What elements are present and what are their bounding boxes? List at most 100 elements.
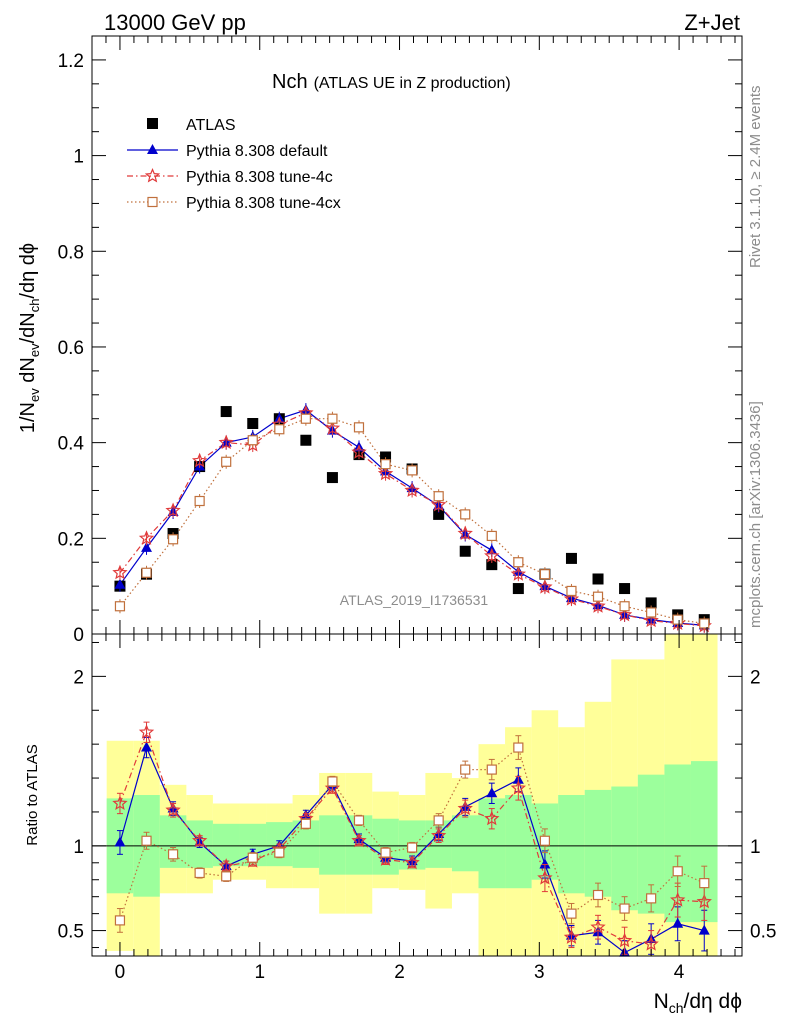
plot-title: Nch (ATLAS UE in Z production)	[272, 71, 511, 93]
rivet-label: Rivet 3.1.10, ≥ 2.4M events	[747, 86, 764, 269]
ylabel-p1: 1/N	[17, 402, 39, 433]
main-point-tune4cx	[353, 422, 365, 433]
ylabel-s2: ev	[27, 343, 42, 357]
main-point-tune4cx	[460, 509, 471, 520]
ratio-point-tune4cx	[167, 849, 179, 860]
main-point-tune4c	[590, 598, 606, 613]
ylabel-p3: /dN	[17, 312, 39, 343]
ratio-point-tune4c	[643, 936, 659, 951]
ratio-point-tune4c	[165, 802, 181, 817]
main-point-tune4c	[510, 566, 527, 581]
main-point-tune4cx	[539, 569, 551, 580]
band-green-bin	[319, 815, 346, 875]
xlabel-tail: /dη dϕ	[684, 990, 742, 1013]
main-point-tune4c	[191, 452, 208, 468]
ratio-point-tune4cx	[672, 866, 683, 877]
ratio-frame	[91, 633, 743, 957]
main-point-tune4c	[430, 496, 447, 512]
ratio-point-tune4cx	[566, 908, 577, 919]
band-green-bin	[558, 795, 585, 894]
atlas-point	[565, 552, 577, 564]
main-y-tick-label: 1	[73, 147, 84, 168]
legend-label-tune4c: Pythia 8.308 tune-4c	[186, 169, 333, 186]
legend-marker-default	[147, 144, 158, 154]
ylabel-p2: dN	[17, 357, 39, 388]
ratio-point-tune4c	[191, 832, 208, 848]
ratio-point-tune4cx	[221, 871, 232, 882]
ratio-point-tune4c	[218, 858, 234, 873]
main-point-tune4cx	[300, 413, 311, 424]
main-point-tune4cx	[274, 424, 285, 435]
ratio-point-tune4cx	[274, 847, 285, 858]
main-point-tune4cx	[592, 591, 604, 602]
main-point-tune4c	[351, 444, 367, 459]
ratio-point-tune4cx	[539, 835, 551, 846]
ratio-point-tune4cx	[194, 867, 205, 879]
ratio-y-tick-label-left: 1	[73, 837, 84, 858]
main-point-tune4c	[324, 420, 341, 435]
ratio-point-tune4c	[138, 724, 155, 739]
ratio-line-tune4cx	[119, 746, 705, 921]
legend-label-default: Pythia 8.308 default	[186, 143, 328, 160]
atlas-point	[459, 545, 471, 557]
main-point-tune4cx	[380, 459, 391, 470]
ratio-point-default	[486, 787, 498, 798]
ratio-point-tune4cx	[247, 852, 258, 863]
analysis-watermark: ATLAS_2019_I1736531	[340, 592, 489, 608]
atlas-point	[380, 451, 392, 463]
main-y-tick-label: 0.8	[58, 242, 84, 263]
ratio-y-tick-label-right: 1	[750, 837, 761, 858]
x-tick-label: 4	[674, 962, 685, 983]
main-point-tune4cx	[194, 495, 205, 507]
main-point-tune4cx	[486, 530, 497, 542]
atlas-point	[619, 583, 631, 595]
band-green-bin	[584, 789, 612, 897]
ratio-point-tune4c	[616, 932, 633, 948]
ylabel-p4: /dη dϕ	[17, 243, 39, 299]
atlas-point	[247, 418, 259, 430]
x-axis-label: Nch/dη dϕ	[654, 990, 742, 1016]
main-point-tune4c	[643, 612, 659, 628]
ratio-point-tune4cx	[646, 893, 657, 904]
ratio-bands	[92, 634, 742, 956]
ratio-y-tick-label-right: 2	[750, 667, 761, 688]
main-y-tick-label: 0	[73, 625, 84, 646]
main-line-tune4cx	[119, 418, 705, 625]
band-green-bin	[451, 815, 479, 872]
main-point-tune4c	[404, 482, 420, 498]
atlas-point	[326, 472, 338, 484]
ratio-point-tune4c	[537, 869, 553, 885]
x-tick-label: 2	[394, 962, 405, 983]
legend-marker-tune4c	[144, 167, 161, 183]
legend-marker-atlas	[147, 118, 158, 129]
ratio-point-tune4c	[484, 810, 500, 826]
ratio-point-tune4c	[112, 795, 128, 810]
ylabel-s3: ch	[27, 299, 42, 313]
ratio-point-default	[114, 836, 126, 847]
main-point-tune4cx	[327, 413, 338, 424]
ratio-point-tune4cx	[380, 847, 391, 858]
x-tick-label: 3	[534, 962, 545, 983]
legend-label-tune4cx: Pythia 8.308 tune-4cx	[186, 195, 341, 212]
ratio-point-tune4c	[404, 854, 420, 870]
ratio-point-tune4cx	[619, 903, 630, 914]
atlas-point	[592, 573, 604, 585]
main-point-tune4c	[537, 579, 553, 594]
atlas-point	[512, 583, 524, 595]
main-point-tune4cx	[167, 534, 179, 545]
main-plot-marks	[112, 403, 712, 633]
main-y-tick-label: 0.6	[58, 338, 84, 359]
ratio-point-default	[539, 858, 551, 869]
atlas-point	[220, 406, 232, 418]
ratio-point-tune4c	[457, 800, 473, 816]
main-point-tune4cx	[407, 465, 418, 476]
x-tick-label: 0	[115, 962, 126, 983]
ratio-y-tick-label-left: 2	[73, 667, 84, 688]
ratio-point-tune4cx	[300, 818, 311, 829]
xlabel-sub: ch	[669, 1000, 684, 1016]
main-point-tune4cx	[221, 456, 232, 467]
ratio-point-tune4cx	[513, 742, 524, 753]
ratio-point-tune4c	[590, 919, 606, 934]
axes-frames: 0 1 2 3 4 0 0.2 0.4 0.6 0.8 1 1.2 0.5 0.5 1 1 2 2	[58, 35, 776, 983]
